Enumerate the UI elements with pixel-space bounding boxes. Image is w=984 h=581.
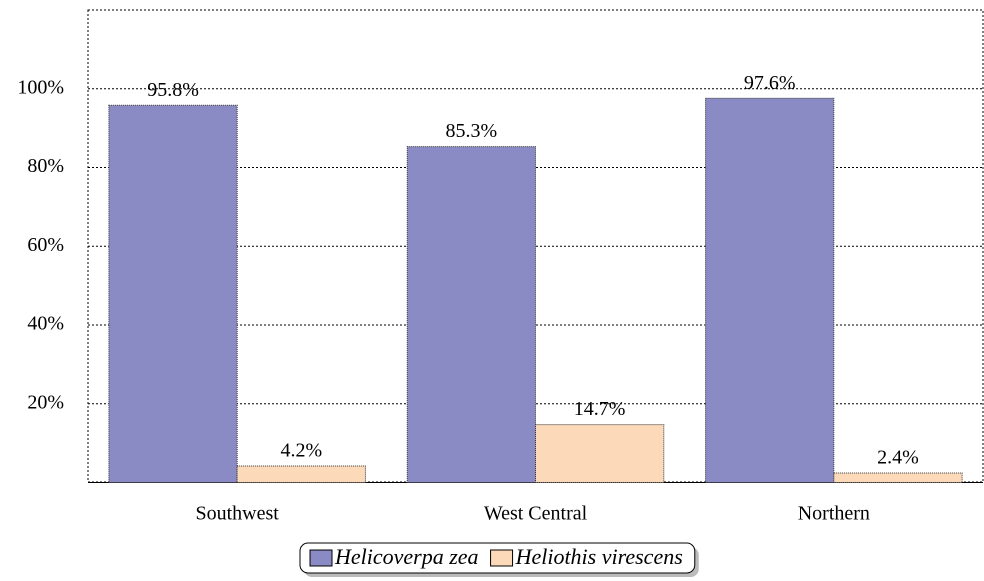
data-label: 85.3% bbox=[446, 120, 498, 142]
bar bbox=[833, 472, 963, 483]
bar bbox=[535, 424, 665, 483]
x-tick-label: Southwest bbox=[195, 503, 279, 525]
y-tick-label: 80% bbox=[27, 155, 64, 177]
data-label: 14.7% bbox=[574, 398, 626, 420]
bar bbox=[108, 104, 238, 483]
legend: Helicoverpa zea Heliothis virescens bbox=[299, 542, 699, 577]
y-tick-label: 60% bbox=[27, 234, 64, 256]
x-tick-label: West Central bbox=[484, 503, 588, 525]
data-label: 4.2% bbox=[280, 440, 322, 462]
x-tick-label: Northern bbox=[798, 503, 870, 525]
legend-label: Helicoverpa zea bbox=[334, 544, 479, 569]
y-tick-label: 20% bbox=[27, 391, 64, 413]
bar bbox=[705, 97, 835, 483]
y-tick-label: 40% bbox=[27, 313, 64, 335]
y-tick-label: 100% bbox=[17, 76, 64, 98]
bar bbox=[236, 465, 366, 483]
legend-label: Heliothis virescens bbox=[515, 544, 683, 569]
data-label: 97.6% bbox=[744, 72, 796, 94]
legend-swatch bbox=[490, 549, 514, 567]
data-label: 95.8% bbox=[147, 79, 199, 101]
data-label: 2.4% bbox=[877, 447, 919, 469]
bar bbox=[406, 146, 537, 483]
legend-swatch bbox=[309, 549, 333, 567]
